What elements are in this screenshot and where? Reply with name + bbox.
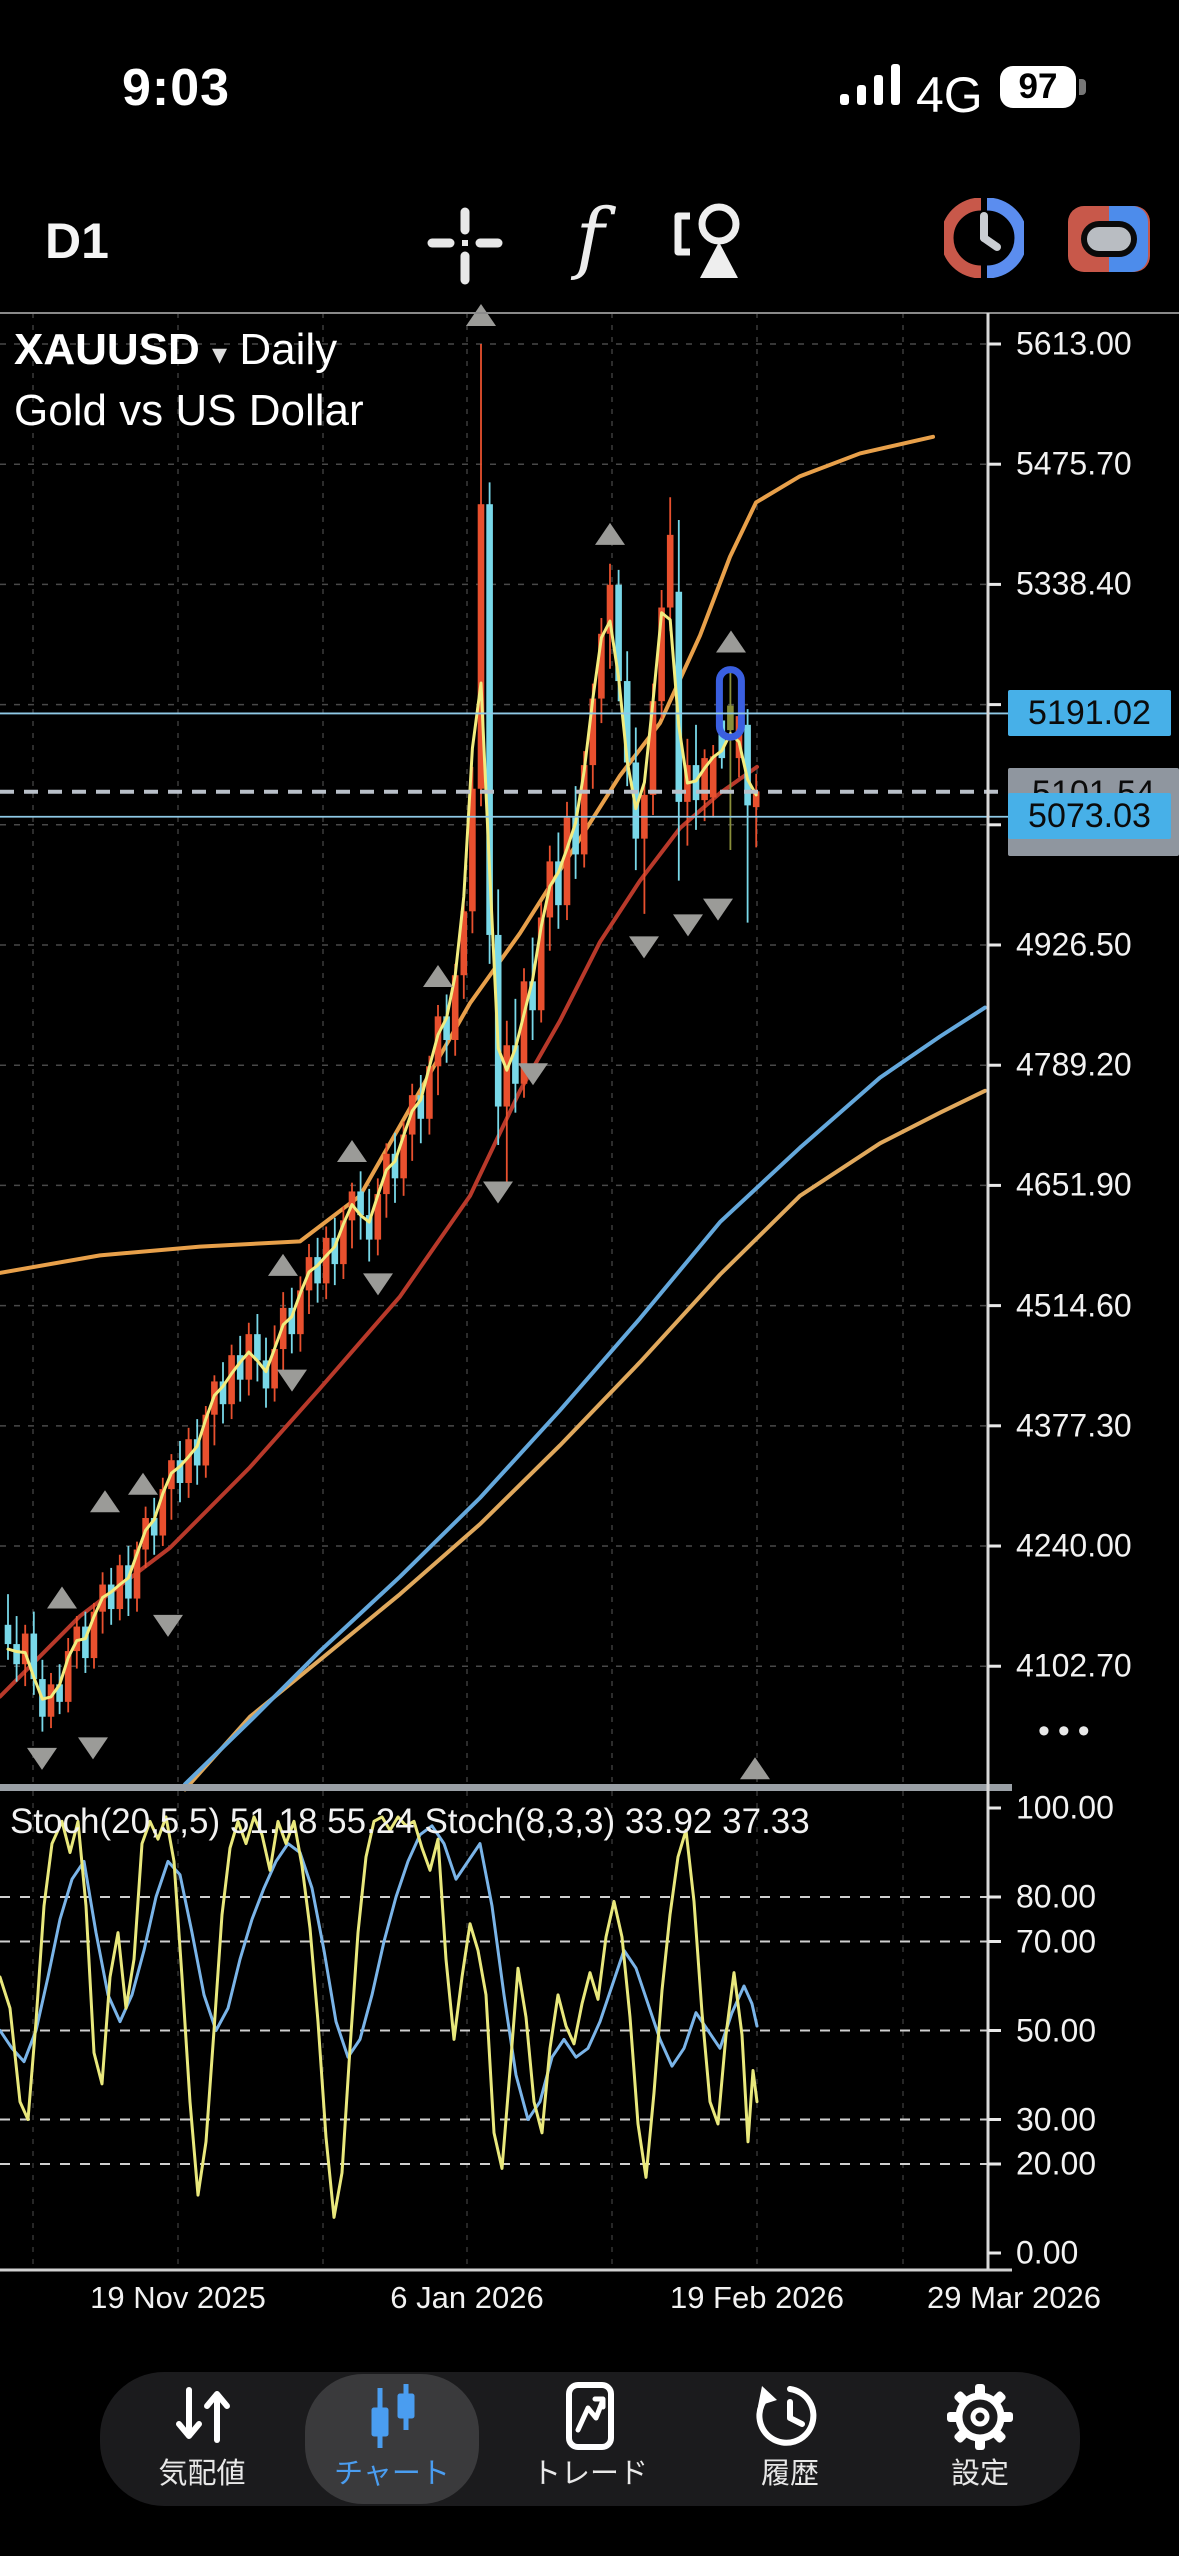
symbol-description: Gold vs US Dollar	[14, 386, 364, 435]
stoch-axis-label: 70.00	[1016, 1923, 1097, 1959]
stoch-axis-label: 80.00	[1016, 1878, 1097, 1915]
time-axis-label: 6 Jan 2026	[390, 2280, 544, 2315]
battery-tip	[1079, 79, 1086, 95]
time-axis-label: 19 Nov 2025	[90, 2280, 266, 2315]
trade-icon	[566, 2382, 614, 2450]
one-click-trading-icon[interactable]	[1066, 204, 1152, 274]
settings-gear-icon	[947, 2384, 1013, 2450]
nav-active-highlight	[305, 2374, 479, 2504]
order-price-badge-upper: 5191.02	[1008, 690, 1171, 736]
status-time: 9:03	[121, 59, 231, 117]
trading-sessions-icon[interactable]	[944, 198, 1024, 278]
indicators-icon[interactable]: f	[558, 196, 622, 288]
signal-strength-icon	[840, 64, 900, 105]
stochastic-header: Stoch(20,5,5) 51.18 55.24 Stoch(8,3,3) 3…	[10, 1802, 810, 1841]
nav-label-quotes: 気配値	[158, 2458, 246, 2490]
axis-more-indicator[interactable]: •••	[1038, 1712, 1098, 1750]
time-axis-label: 29 Mar 2026	[926, 2280, 1102, 2315]
nav-item-chart[interactable]: チャート	[302, 2372, 482, 2506]
nav-label-trade: トレード	[531, 2458, 648, 2490]
price-axis-label: 4651.90	[1016, 1166, 1132, 1203]
history-clock-icon	[756, 2386, 817, 2446]
price-axis-label: 4102.70	[1016, 1647, 1132, 1684]
timeframe-title-label: Daily	[239, 325, 338, 374]
stoch-axis-label: 100.00	[1016, 1789, 1114, 1826]
time-axis-label: 19 Feb 2026	[669, 2280, 845, 2315]
nav-item-history[interactable]: 履歴	[700, 2372, 880, 2506]
nav-label-history: 履歴	[760, 2458, 819, 2490]
stoch-axis-label: 30.00	[1016, 2101, 1097, 2137]
price-axis-label: 4514.60	[1016, 1287, 1132, 1324]
price-axis-label: 4377.30	[1016, 1407, 1132, 1444]
price-axis-label: 5475.70	[1016, 445, 1132, 482]
chart-candles-icon	[371, 2384, 415, 2448]
stoch-axis-label: 50.00	[1016, 2012, 1097, 2048]
bottom-nav-bar	[100, 2372, 1080, 2506]
quotes-arrows-icon	[176, 2387, 230, 2443]
order-price-badge-lower: 5073.03	[1008, 793, 1171, 839]
price-axis-label: 5613.00	[1016, 325, 1132, 362]
stoch-axis-label: 0.00	[1016, 2234, 1079, 2271]
network-type-label: 4G	[916, 67, 983, 123]
price-axis-label: 4789.20	[1016, 1046, 1132, 1083]
price-axis-label: 4240.00	[1016, 1527, 1132, 1564]
symbol-label[interactable]: XAUUSD	[14, 325, 200, 374]
stoch-axis-label: 20.00	[1016, 2145, 1097, 2182]
nav-label-settings: 設定	[950, 2458, 1009, 2490]
symbol-dropdown-icon[interactable]: ▾	[212, 338, 228, 371]
crosshair-icon[interactable]	[425, 198, 505, 288]
nav-item-trade[interactable]: トレード	[500, 2372, 680, 2506]
chart-title[interactable]: XAUUSD ▾ Daily Gold vs US Dollar	[14, 322, 364, 439]
nav-item-quotes[interactable]: 気配値	[112, 2372, 292, 2506]
timeframe-button[interactable]: D1	[45, 213, 109, 269]
price-axis-label: 5338.40	[1016, 565, 1132, 602]
price-axis-label: 4926.50	[1016, 926, 1132, 963]
battery-icon: 97	[1000, 66, 1076, 108]
nav-label-chart: チャート	[334, 2458, 450, 2490]
objects-icon[interactable]	[668, 196, 758, 288]
nav-item-settings[interactable]: 設定	[890, 2372, 1070, 2506]
